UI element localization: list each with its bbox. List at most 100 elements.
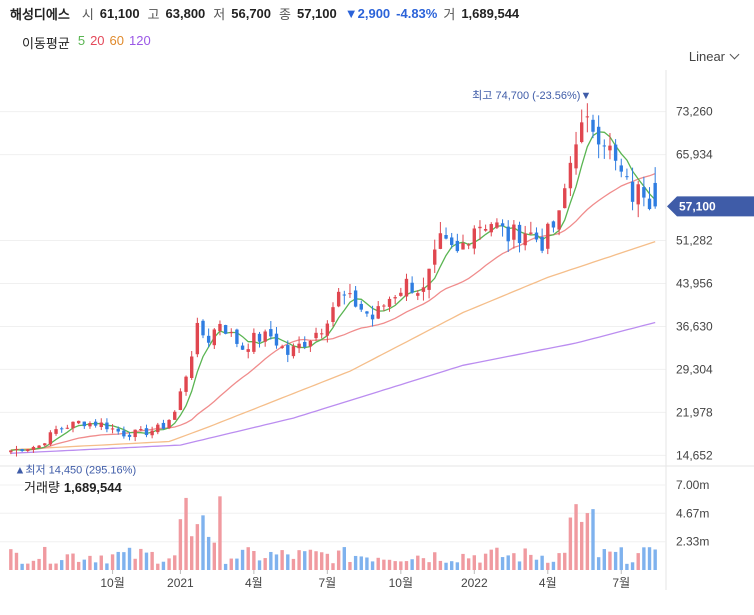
volume-bar [596,557,601,570]
candle-body [161,422,166,429]
candle-body [65,427,70,429]
volume-bar [9,549,13,570]
candle-body [116,428,120,432]
candle-body [376,306,380,319]
candle-body [246,349,250,352]
candle [495,218,499,230]
price-tick-label: 21,978 [676,405,713,419]
candle-body [60,428,64,430]
volume-bar [37,558,41,570]
candle-body [240,345,245,350]
volume-bar [105,563,109,570]
candle [60,426,64,433]
candle [647,187,652,211]
candle-body [274,333,279,346]
candle-body [144,428,149,436]
time-axis: 10월 2021 4월 7월 10월 2022 4월 7월 [100,570,630,590]
candle [540,228,544,254]
candle-body [472,228,476,249]
candle-body [416,293,420,296]
volume-bar [252,551,256,570]
candle-body [20,449,24,451]
candle [416,290,420,301]
candle-body [110,428,115,430]
volume-bar [212,542,216,570]
candle-body [195,322,200,355]
candle [82,421,86,429]
candle [585,103,590,133]
price-grid [0,111,666,456]
ma5-legend[interactable]: 5 [77,33,86,48]
volume-bar [574,504,578,570]
volume-bar [557,553,561,570]
candle-body [404,278,409,297]
candle-body [133,429,137,438]
volume-bar [568,517,573,570]
candle [370,305,375,327]
volume-series [9,496,657,570]
candle-body [190,356,194,378]
volume-bar [376,557,380,570]
candle-body [235,329,239,344]
candle-body [495,222,499,228]
candle-body [506,226,510,242]
moving-average-legend: 이동평균 5 20 60 120 [22,33,151,52]
volume-bar [517,561,522,570]
candle-body [93,421,98,426]
ma60-legend[interactable]: 60 [109,33,125,48]
candle-body [139,429,143,431]
ma120-legend[interactable]: 120 [129,33,151,48]
volume-bar [489,549,493,570]
candle-body [99,422,103,428]
volume-bar [201,515,205,570]
time-tick-label: 10월 [389,576,413,590]
scale-dropdown[interactable]: Linear [689,49,740,64]
candle [613,139,618,171]
current-price-badge-shape [667,196,754,217]
candle [596,115,601,159]
candle [116,426,120,435]
candle [517,221,522,253]
volume-bar [76,561,81,570]
candle-body [529,232,533,234]
candle [133,429,137,442]
candle-body [127,434,132,437]
candle [144,424,149,438]
volume-bar [229,558,233,570]
change-value: ▼2,900 [344,5,391,21]
candle [563,183,567,209]
candle [376,301,380,320]
volume-bar [314,551,318,570]
ma20-legend[interactable]: 20 [90,33,105,48]
candle-body [325,323,330,336]
volume-bar [93,562,98,570]
moving-average-lines [10,131,656,454]
candle [127,432,132,441]
candle-body [630,181,635,202]
candle-body [291,346,296,357]
candle [382,304,386,311]
candle-body [48,432,53,445]
candle [359,300,363,312]
volume-bar [466,558,471,570]
candle-body [37,445,41,448]
candle-body [613,144,618,161]
candle [421,277,426,301]
time-tick-label: 7월 [318,576,336,590]
candle [218,320,222,336]
price-tick-label: 43,956 [676,276,713,290]
volume-panel-label: 거래량 [24,480,60,495]
candle [591,114,595,139]
candle [105,418,109,433]
price-tick-label: 65,934 [676,148,713,162]
volume-bar [591,509,595,570]
candle [410,276,414,294]
candle [20,448,24,452]
volume-bar [139,548,143,570]
candle [438,221,443,250]
volume-bar [303,551,307,570]
candle-body [382,305,386,307]
candle [353,286,358,308]
candle [444,227,448,240]
